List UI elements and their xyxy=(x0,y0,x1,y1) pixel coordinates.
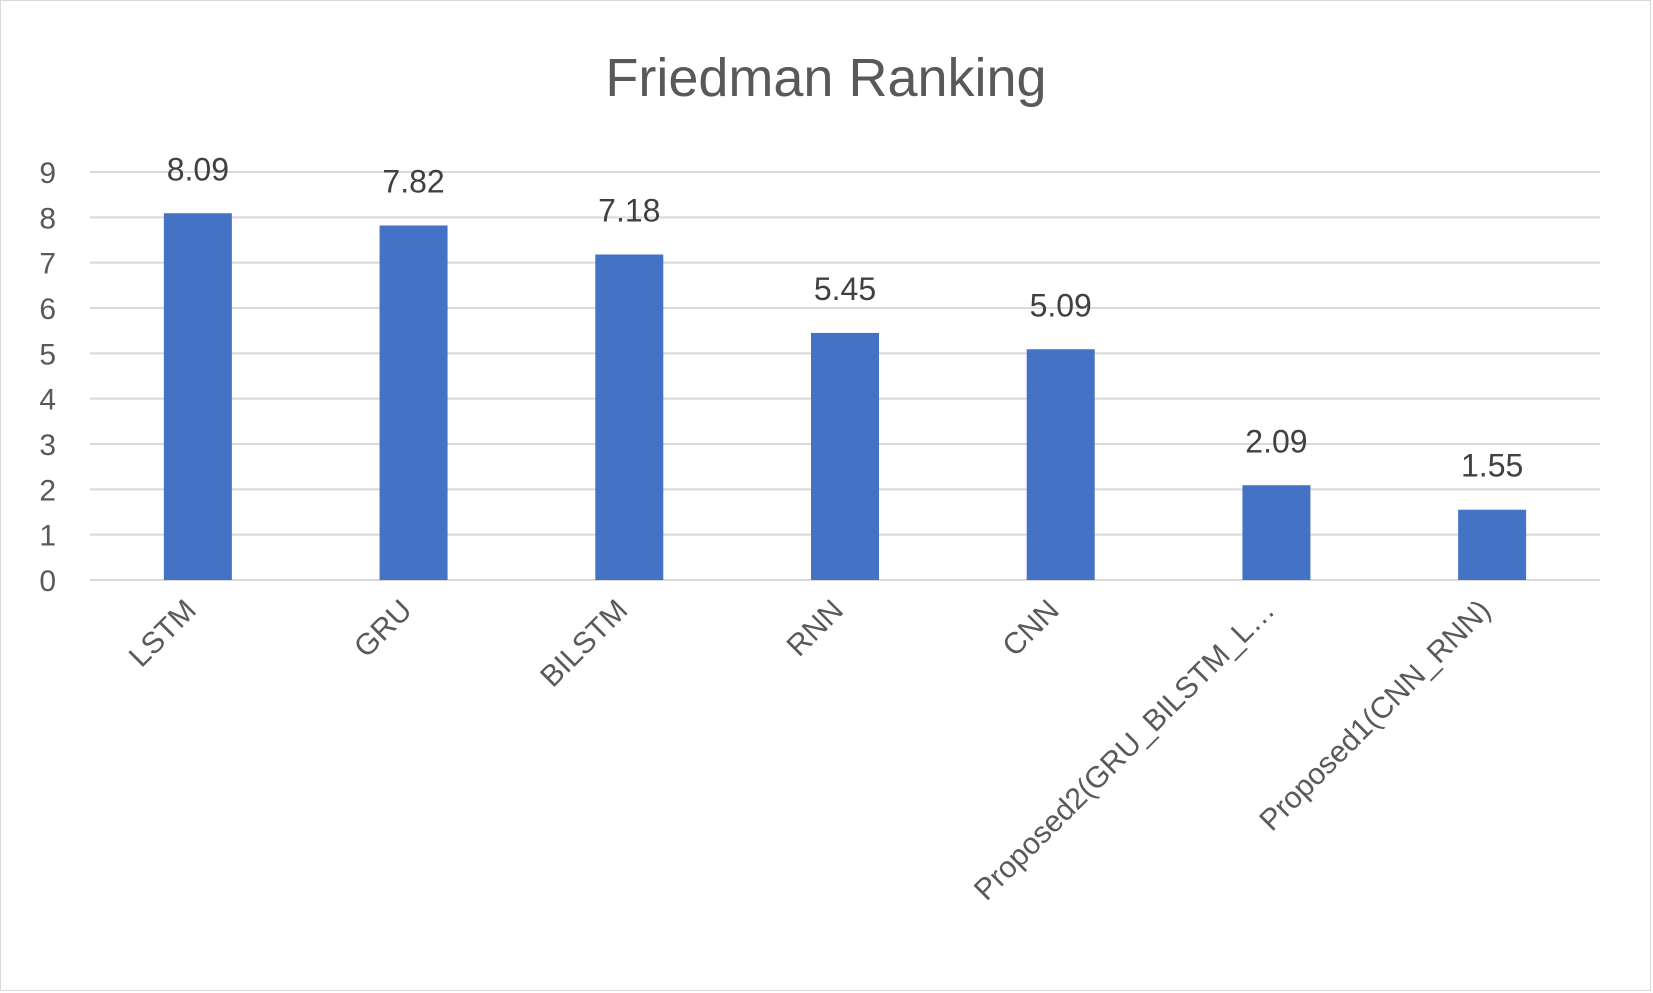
y-tick-label: 1 xyxy=(39,520,56,553)
data-label: 7.82 xyxy=(382,163,444,199)
bars xyxy=(163,213,1527,581)
category-label: BILSTM xyxy=(534,594,634,694)
bar xyxy=(811,332,879,580)
bar xyxy=(595,254,664,581)
bar xyxy=(163,213,232,580)
y-tick-label: 2 xyxy=(39,474,56,507)
y-tick-label: 7 xyxy=(39,248,56,281)
data-label: 5.09 xyxy=(1030,287,1092,323)
category-label: CNN xyxy=(996,594,1065,663)
chart-title: Friedman Ranking xyxy=(605,48,1046,108)
y-tick-label: 9 xyxy=(39,157,56,190)
data-label: 2.09 xyxy=(1245,423,1307,459)
bar xyxy=(1026,349,1095,580)
data-label: 1.55 xyxy=(1461,448,1523,484)
data-label: 8.09 xyxy=(167,151,229,187)
data-label: 5.45 xyxy=(814,271,876,307)
bar xyxy=(1458,509,1527,580)
category-label: LSTM xyxy=(123,594,203,674)
y-tick-label: 6 xyxy=(39,293,56,326)
bar xyxy=(1242,485,1311,580)
category-label: RNN xyxy=(781,594,850,663)
data-label: 7.18 xyxy=(598,193,660,229)
category-label: Proposed1(CNN_RNN) xyxy=(1253,594,1497,838)
y-tick-label: 8 xyxy=(39,202,56,235)
bar xyxy=(379,225,448,580)
y-tick-label: 3 xyxy=(39,429,56,462)
category-label: GRU xyxy=(348,594,418,664)
gridlines xyxy=(90,171,1600,581)
y-tick-label: 0 xyxy=(39,565,56,598)
y-tick-label: 4 xyxy=(39,384,56,417)
y-tick-label: 5 xyxy=(39,338,56,371)
